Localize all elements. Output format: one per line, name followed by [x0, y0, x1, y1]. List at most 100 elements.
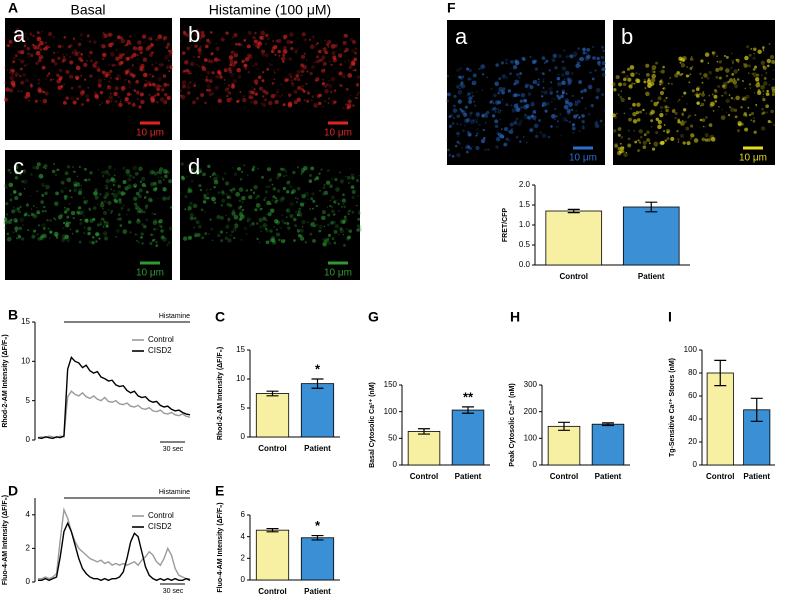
- cell-speck: [289, 32, 294, 37]
- cell-speck: [140, 232, 144, 236]
- cell-speck: [15, 27, 20, 32]
- y-tick-label: 1.5: [519, 200, 531, 209]
- cell-speck: [348, 182, 350, 184]
- cell-speck: [72, 170, 75, 173]
- cell-speck: [589, 71, 592, 74]
- cell-speck: [468, 68, 472, 73]
- cell-speck: [227, 67, 232, 71]
- cell-speck: [198, 184, 202, 188]
- cell-speck: [321, 215, 326, 221]
- cell-speck: [234, 42, 238, 46]
- cell-speck: [301, 84, 304, 88]
- cell-speck: [456, 131, 460, 136]
- cell-speck: [166, 244, 169, 247]
- cell-speck: [141, 183, 146, 188]
- cell-speck: [333, 213, 336, 216]
- cell-speck: [492, 102, 495, 105]
- cell-speck: [83, 167, 86, 170]
- cell-speck: [350, 173, 355, 178]
- y-tick-label: 100: [524, 433, 538, 442]
- cell-speck: [351, 189, 356, 194]
- cell-speck: [115, 235, 118, 238]
- cell-speck: [332, 55, 337, 60]
- cell-speck: [484, 149, 487, 151]
- cell-speck: [678, 98, 681, 101]
- cell-speck: [226, 195, 230, 199]
- cell-speck: [253, 88, 256, 91]
- cell-speck: [292, 170, 296, 175]
- cell-speck: [688, 81, 691, 84]
- annotation: Histamine: [159, 313, 190, 320]
- cell-speck: [683, 91, 687, 95]
- y-tick-label: 0: [26, 577, 31, 586]
- cell-speck: [262, 216, 267, 221]
- cell-speck: [15, 230, 18, 233]
- cell-speck: [204, 44, 209, 49]
- cell-speck: [286, 39, 291, 45]
- cell-speck: [354, 68, 357, 72]
- cell-speck: [199, 37, 202, 40]
- cell-speck: [481, 139, 486, 144]
- cell-speck: [695, 87, 700, 92]
- cell-speck: [44, 91, 49, 96]
- cell-speck: [69, 45, 71, 47]
- y-tick-label: 1.0: [519, 220, 531, 229]
- y-axis-label: Basal Cytosolic Ca²⁺ (nM): [369, 382, 376, 468]
- cell-speck: [452, 108, 458, 113]
- cell-speck: [131, 103, 136, 107]
- cell-speck: [143, 58, 146, 61]
- cell-speck: [286, 209, 289, 211]
- cell-speck: [725, 55, 729, 59]
- cell-speck: [109, 210, 113, 214]
- cell-speck: [58, 77, 63, 81]
- cell-speck: [76, 175, 79, 177]
- cell-speck: [330, 63, 333, 66]
- cell-speck: [344, 47, 349, 52]
- cell-speck: [700, 59, 704, 63]
- cell-speck: [207, 88, 212, 93]
- cell-speck: [343, 243, 346, 247]
- cell-speck: [77, 206, 82, 210]
- cell-speck: [505, 103, 509, 107]
- cell-speck: [770, 109, 774, 114]
- cell-speck: [135, 191, 140, 196]
- cell-speck: [257, 40, 261, 44]
- cell-speck: [315, 55, 320, 59]
- cell-speck: [182, 70, 186, 74]
- cell-speck: [204, 78, 209, 83]
- cell-speck: [700, 102, 705, 107]
- cell-speck: [227, 238, 232, 243]
- cell-speck: [180, 162, 184, 166]
- scale-bar-label: 10 μm: [569, 153, 597, 164]
- cell-speck: [681, 72, 684, 75]
- cell-speck: [594, 123, 600, 129]
- cell-speck: [31, 234, 36, 239]
- cell-speck: [233, 33, 238, 38]
- cell-speck: [766, 89, 769, 93]
- cell-speck: [118, 102, 123, 108]
- cell-speck: [701, 81, 704, 84]
- cell-speck: [599, 114, 601, 116]
- cell-speck: [651, 65, 657, 70]
- cell-speck: [510, 60, 514, 64]
- cell-speck: [643, 78, 646, 81]
- cell-speck: [219, 75, 222, 78]
- cell-speck: [13, 31, 15, 34]
- cell-speck: [568, 54, 572, 58]
- cell-speck: [20, 67, 23, 71]
- cell-speck: [700, 76, 704, 79]
- cell-speck: [762, 65, 765, 68]
- cell-speck: [586, 52, 588, 54]
- tile-letter: b: [188, 22, 200, 47]
- cell-speck: [54, 201, 59, 206]
- cell-speck: [37, 87, 42, 91]
- cell-speck: [460, 77, 463, 80]
- cell-speck: [501, 91, 505, 95]
- cell-speck: [472, 119, 475, 121]
- cell-speck: [20, 59, 25, 64]
- cell-speck: [535, 59, 537, 62]
- cell-speck: [707, 138, 711, 142]
- cell-speck: [708, 123, 713, 127]
- cell-speck: [204, 211, 207, 213]
- cell-texture: [610, 42, 776, 158]
